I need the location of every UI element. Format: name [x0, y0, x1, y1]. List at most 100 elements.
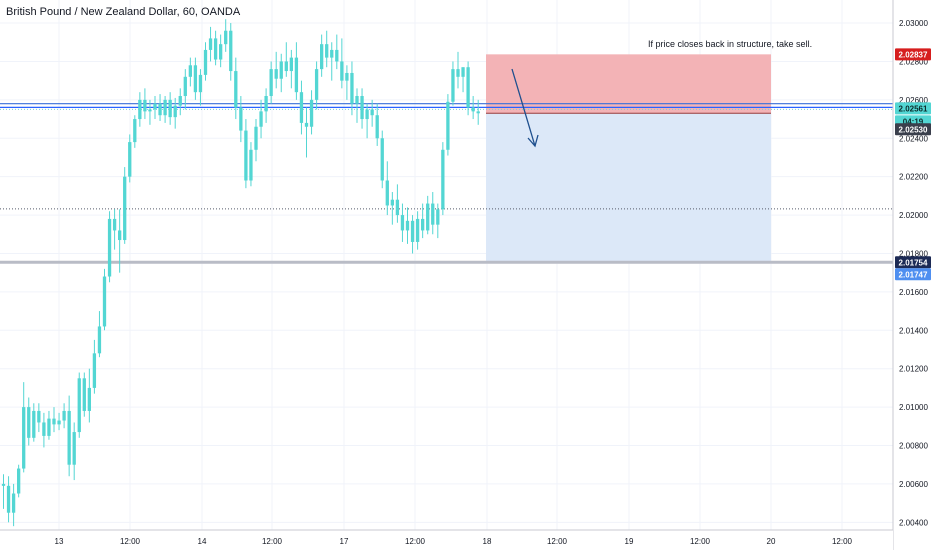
candle-body: [229, 30, 233, 72]
candle-body: [6, 485, 11, 513]
candle-body: [148, 109, 152, 112]
price-tick-label: 2.01000: [899, 403, 928, 412]
countdown-label: 04:19: [903, 117, 924, 126]
candle-body: [37, 410, 41, 423]
price-tick-label: 2.00400: [899, 518, 928, 527]
candle-body: [11, 493, 16, 513]
price-tick-label: 2.01600: [899, 288, 928, 297]
candle-body: [67, 410, 71, 465]
candle-body: [82, 378, 86, 411]
time-tick-label: 13: [55, 537, 64, 546]
candle-body: [461, 67, 465, 77]
stop-loss-zone: [486, 54, 771, 114]
time-axis[interactable]: 13 12:00 14 12:00 17 12:00 18 12:00 19 12:00 20 12:…: [0, 529, 893, 550]
candle-body: [436, 209, 440, 225]
candle-body: [87, 387, 91, 411]
price-tick-label: 2.02200: [899, 173, 928, 182]
candle-body: [188, 65, 192, 77]
candle-body: [17, 468, 21, 494]
current-price-label-bg: [895, 102, 931, 115]
price-tick-label: 2.00600: [899, 480, 928, 489]
price-tick-label: 2.02600: [899, 96, 928, 105]
candle-body: [375, 115, 379, 139]
candle-body: [314, 69, 319, 100]
candle-body: [72, 432, 76, 465]
candles: [1, 19, 480, 527]
candle-body: [42, 422, 46, 436]
candle-body: [27, 407, 31, 438]
arrow-shaft: [511, 68, 536, 147]
time-tick-label: 14: [198, 537, 207, 546]
time-tick-label: 19: [625, 537, 634, 546]
price-tick-label: 2.02400: [899, 134, 928, 143]
grid: [0, 0, 893, 530]
candle-body: [208, 38, 213, 50]
candle-body: [92, 353, 97, 388]
candle-body: [400, 215, 405, 231]
stop-price-label: 2.02837: [899, 50, 928, 59]
candle-body: [345, 72, 349, 81]
candle-body: [340, 61, 344, 81]
candle-body: [168, 99, 172, 118]
candle-body: [22, 407, 26, 469]
target-top-label: 2.01754: [899, 258, 928, 267]
candle-body: [476, 111, 480, 114]
candle-body: [466, 67, 470, 108]
candle-body: [112, 218, 117, 231]
candle-body: [309, 99, 314, 127]
candle-body: [294, 57, 299, 93]
candle-body: [325, 44, 329, 58]
arrow-head: [527, 134, 539, 148]
candle-body: [118, 230, 122, 241]
price-tick-label: 2.01400: [899, 326, 928, 335]
candle-body: [219, 44, 223, 60]
time-tick-label: 12:00: [547, 537, 568, 546]
candle-body: [284, 61, 288, 72]
candle-body: [405, 220, 410, 231]
candle-body: [274, 69, 278, 79]
candle-body: [1, 483, 6, 486]
candle-body: [320, 44, 324, 70]
candle-body: [446, 101, 450, 150]
time-tick-label: 12:00: [405, 537, 426, 546]
candle-body: [264, 96, 268, 112]
candle-body: [213, 38, 218, 60]
candle-body: [138, 99, 142, 120]
candle-body: [249, 149, 253, 181]
candle-body: [415, 218, 420, 242]
stop-price-label-bg: [895, 48, 931, 61]
candle-body: [335, 49, 339, 62]
candle-body: [143, 99, 147, 112]
candle-body: [163, 99, 167, 116]
current-price-label: 2.02561: [899, 104, 928, 113]
candle-body: [97, 326, 102, 354]
candle-body: [289, 57, 293, 72]
time-tick-label: 18: [483, 537, 492, 546]
candle-body: [224, 30, 228, 45]
candle-body: [360, 96, 364, 120]
candle-body: [350, 72, 354, 104]
candle-body: [254, 126, 258, 150]
price-labels: 2.02837 2.02561 04:192.02530 2.01754 2.01747: [895, 48, 931, 281]
candle-body: [441, 149, 445, 210]
candle-body: [421, 218, 425, 231]
candle-body: [102, 276, 107, 327]
candle-body: [431, 203, 435, 225]
candle-body: [451, 69, 455, 102]
candle-body: [133, 119, 137, 143]
candle-body: [77, 378, 81, 433]
price-tick-label: 2.03000: [899, 19, 928, 28]
candle-body: [370, 109, 374, 116]
candle-body: [198, 74, 203, 93]
time-tick-label: 17: [340, 537, 349, 546]
candle-body: [385, 180, 389, 206]
take-profit-zone: [486, 113, 771, 263]
candle-body: [380, 138, 384, 181]
candle-body: [330, 49, 334, 58]
candle-body: [299, 92, 304, 123]
time-tick-label: 20: [767, 537, 776, 546]
candle-body: [410, 220, 415, 242]
price-tick-label: 2.00800: [899, 442, 928, 451]
trade-arrow: [511, 68, 539, 148]
